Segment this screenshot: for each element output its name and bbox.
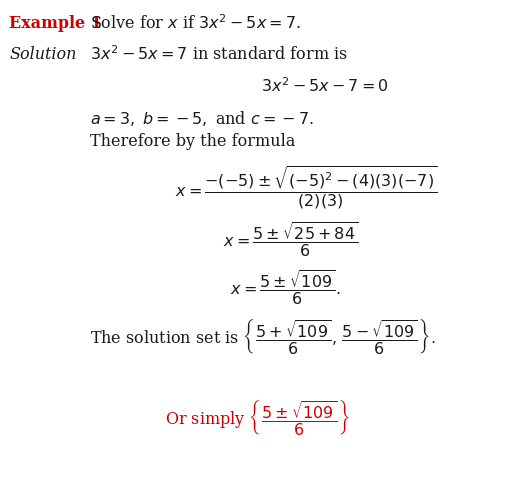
Text: $x = \dfrac{5 \pm \sqrt{109}}{6}.$: $x = \dfrac{5 \pm \sqrt{109}}{6}.$	[230, 269, 341, 307]
Text: $3x^2 - 5x = 7$ in standard form is: $3x^2 - 5x = 7$ in standard form is	[90, 46, 348, 64]
Text: Therefore by the formula: Therefore by the formula	[90, 133, 296, 150]
Text: $x = \dfrac{5 \pm \sqrt{25 + 84}}{6}$: $x = \dfrac{5 \pm \sqrt{25 + 84}}{6}$	[224, 220, 358, 259]
Text: $3x^2 - 5x - 7 = 0$: $3x^2 - 5x - 7 = 0$	[261, 77, 388, 96]
Text: Example 1: Example 1	[9, 15, 102, 32]
Text: Solution: Solution	[9, 46, 77, 63]
Text: Or simply $\left\{\dfrac{5 \pm \sqrt{109}}{6}\right\}$: Or simply $\left\{\dfrac{5 \pm \sqrt{109…	[165, 399, 350, 439]
Text: $a = 3,\; b = -5,$ and $c = -7.$: $a = 3,\; b = -5,$ and $c = -7.$	[90, 109, 314, 128]
Text: $x = \dfrac{-(-5) \pm \sqrt{(-5)^2 - (4)(3)(-7)}}{(2)(3)}$: $x = \dfrac{-(-5) \pm \sqrt{(-5)^2 - (4)…	[175, 164, 438, 211]
Text: The solution set is $\left\{\dfrac{5 + \sqrt{109}}{6},\, \dfrac{5 - \sqrt{109}}{: The solution set is $\left\{\dfrac{5 + \…	[90, 318, 436, 357]
Text: Solve for $x$ if $3x^2 - 5x = 7$.: Solve for $x$ if $3x^2 - 5x = 7$.	[90, 15, 301, 33]
